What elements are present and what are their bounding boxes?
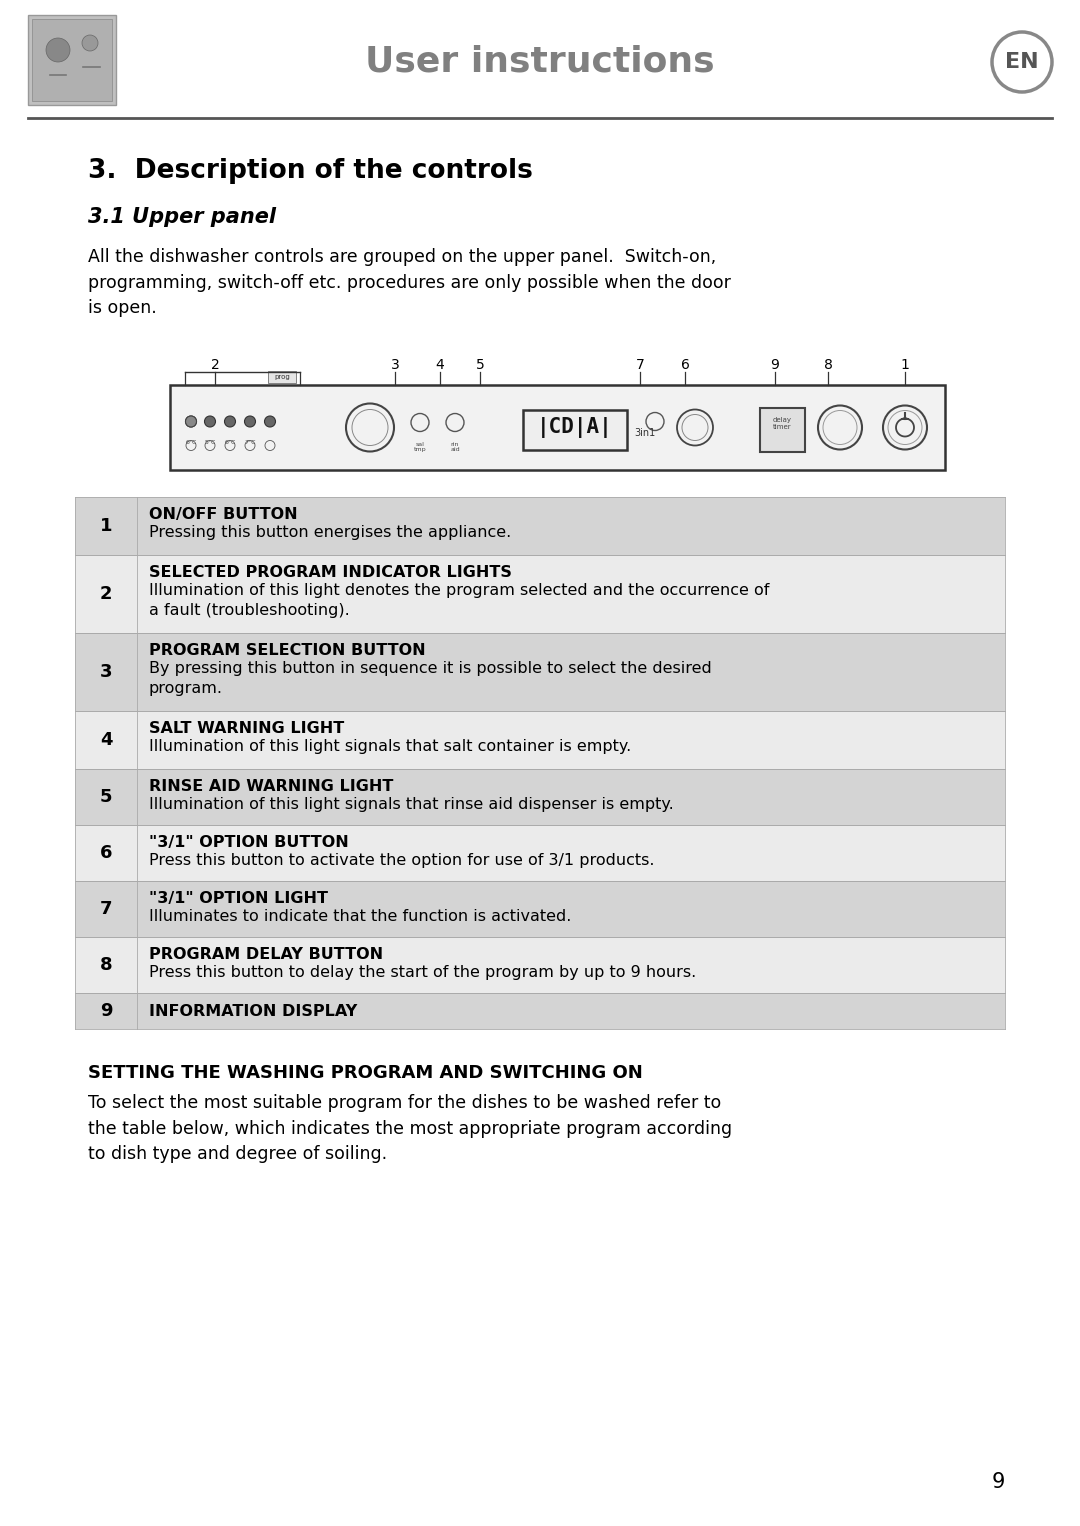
Circle shape — [46, 38, 70, 63]
Bar — [28, 15, 116, 105]
Text: SELECTED PROGRAM INDICATOR LIGHTS: SELECTED PROGRAM INDICATOR LIGHTS — [149, 565, 512, 580]
Text: 7°C: 7°C — [244, 439, 256, 444]
Text: SALT WARNING LIGHT: SALT WARNING LIGHT — [149, 720, 345, 736]
Bar — [75, 633, 1005, 711]
Text: PROGRAM SELECTION BUTTON: PROGRAM SELECTION BUTTON — [149, 642, 426, 658]
Bar — [75, 769, 1005, 826]
Text: 7: 7 — [636, 359, 645, 372]
Text: |CD|A|: |CD|A| — [537, 417, 612, 438]
Bar — [268, 371, 296, 383]
Text: prog: prog — [274, 374, 289, 380]
Text: 9: 9 — [99, 1003, 112, 1019]
Text: sal
tmp: sal tmp — [414, 441, 427, 452]
Bar — [523, 409, 627, 450]
Text: INFORMATION DISPLAY: INFORMATION DISPLAY — [149, 1004, 357, 1018]
Text: 3: 3 — [99, 662, 112, 681]
Text: 5: 5 — [99, 787, 112, 806]
Bar — [75, 555, 1005, 633]
Text: 9: 9 — [770, 359, 780, 372]
Text: 3in1: 3in1 — [634, 427, 656, 438]
Text: 2: 2 — [99, 584, 112, 603]
Circle shape — [244, 417, 256, 427]
Text: EN: EN — [1005, 52, 1039, 72]
Bar — [760, 407, 805, 452]
Bar — [75, 711, 1005, 769]
Text: Illumination of this light signals that rinse aid dispenser is empty.: Illumination of this light signals that … — [149, 797, 674, 812]
Bar — [75, 937, 1005, 993]
Text: 8: 8 — [824, 359, 833, 372]
Bar — [75, 826, 1005, 881]
Text: Illumination of this light denotes the program selected and the occurrence of
a : Illumination of this light denotes the p… — [149, 583, 769, 618]
Text: RINSE AID WARNING LIGHT: RINSE AID WARNING LIGHT — [149, 778, 393, 794]
Text: Illumination of this light signals that salt container is empty.: Illumination of this light signals that … — [149, 739, 631, 754]
Bar — [75, 993, 1005, 1029]
Text: 8: 8 — [99, 955, 112, 974]
Text: 6°C: 6°C — [225, 439, 235, 444]
Bar — [170, 385, 945, 470]
Text: 1: 1 — [901, 359, 909, 372]
Bar — [32, 18, 112, 101]
Text: User instructions: User instructions — [365, 44, 715, 79]
Text: 6: 6 — [680, 359, 689, 372]
Text: 3.1 Upper panel: 3.1 Upper panel — [87, 208, 276, 227]
Circle shape — [265, 417, 275, 427]
Text: 6°C: 6°C — [186, 439, 197, 444]
Text: ON/OFF BUTTON: ON/OFF BUTTON — [149, 507, 298, 522]
Text: 2: 2 — [211, 359, 219, 372]
Text: 4: 4 — [435, 359, 444, 372]
Text: SETTING THE WASHING PROGRAM AND SWITCHING ON: SETTING THE WASHING PROGRAM AND SWITCHIN… — [87, 1064, 643, 1082]
Text: By pressing this button in sequence it is possible to select the desired
program: By pressing this button in sequence it i… — [149, 661, 712, 696]
Text: 7: 7 — [99, 900, 112, 919]
Circle shape — [186, 417, 197, 427]
Text: delay
timer: delay timer — [772, 417, 792, 430]
Text: 6: 6 — [99, 844, 112, 862]
Circle shape — [204, 417, 216, 427]
Circle shape — [82, 35, 98, 50]
Text: 9: 9 — [991, 1473, 1005, 1492]
Text: PROGRAM DELAY BUTTON: PROGRAM DELAY BUTTON — [149, 948, 383, 961]
Bar — [75, 497, 1005, 555]
Text: All the dishwasher controls are grouped on the upper panel.  Switch-on,
programm: All the dishwasher controls are grouped … — [87, 249, 731, 317]
Text: 1: 1 — [99, 517, 112, 536]
Text: Pressing this button energises the appliance.: Pressing this button energises the appli… — [149, 525, 511, 540]
Text: "3/1" OPTION BUTTON: "3/1" OPTION BUTTON — [149, 835, 349, 850]
Text: "3/1" OPTION LIGHT: "3/1" OPTION LIGHT — [149, 891, 328, 906]
Circle shape — [225, 417, 235, 427]
Text: 5°C: 5°C — [204, 439, 216, 444]
Text: 3: 3 — [391, 359, 400, 372]
Text: Illuminates to indicate that the function is activated.: Illuminates to indicate that the functio… — [149, 909, 571, 925]
Text: To select the most suitable program for the dishes to be washed refer to
the tab: To select the most suitable program for … — [87, 1094, 732, 1163]
Text: Press this button to delay the start of the program by up to 9 hours.: Press this button to delay the start of … — [149, 964, 697, 980]
Text: 3.  Description of the controls: 3. Description of the controls — [87, 159, 532, 185]
Text: 4: 4 — [99, 731, 112, 749]
Bar — [75, 881, 1005, 937]
Text: rin
aid: rin aid — [450, 441, 460, 452]
Text: Press this button to activate the option for use of 3/1 products.: Press this button to activate the option… — [149, 853, 654, 868]
Circle shape — [186, 417, 197, 427]
Text: 5: 5 — [475, 359, 484, 372]
